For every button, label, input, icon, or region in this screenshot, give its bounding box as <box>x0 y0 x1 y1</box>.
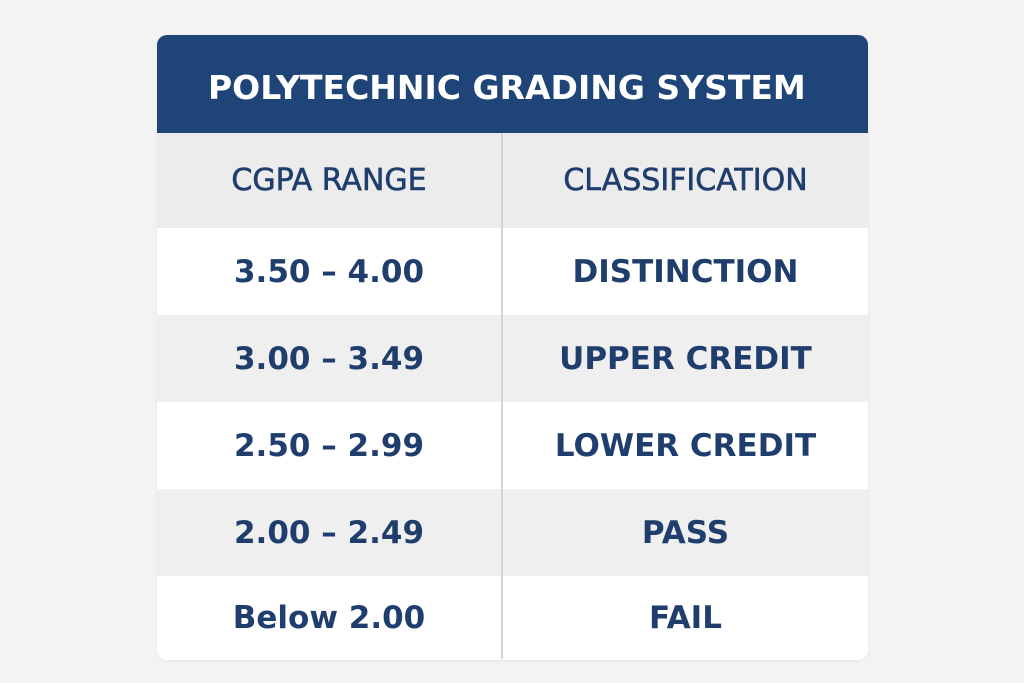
table-body: 3.50 – 4.00 DISTINCTION 3.00 – 3.49 UPPER C… <box>157 228 868 659</box>
table-row: 2.50 – 2.99 LOWER CREDIT <box>157 402 868 489</box>
table-row: 2.00 – 2.49 PASS <box>157 489 868 576</box>
classification: DISTINCTION <box>572 253 799 290</box>
table-row: 3.50 – 4.00 DISTINCTION <box>157 228 868 315</box>
cgpa-range: 3.00 – 3.49 <box>157 315 503 402</box>
column-header: CLASSIFICATION <box>563 163 808 199</box>
cgpa-range: Below 2.00 <box>157 576 503 659</box>
cgpa-range: 2.00 – 2.49 <box>157 489 503 576</box>
column-header: CGPA RANGE <box>157 133 503 228</box>
cgpa-range: 2.50 – 2.99 <box>157 402 503 489</box>
header-row: CGPA RANGE CLASSIFICATION <box>157 133 868 228</box>
cgpa-range: 3.50 – 4.00 <box>157 228 503 315</box>
grading-table: POLYTECHNIC GRADING SYSTEM CGPA RANGE CL… <box>157 35 868 660</box>
classification: LOWER CREDIT <box>554 427 817 464</box>
classification: PASS <box>641 514 730 551</box>
classification: UPPER CREDIT <box>559 340 812 377</box>
table-title: POLYTECHNIC GRADING SYSTEM <box>157 35 868 133</box>
table-row: 3.00 – 3.49 UPPER CREDIT <box>157 315 868 402</box>
table-row: Below 2.00 FAIL <box>157 576 868 659</box>
classification: FAIL <box>649 599 722 636</box>
